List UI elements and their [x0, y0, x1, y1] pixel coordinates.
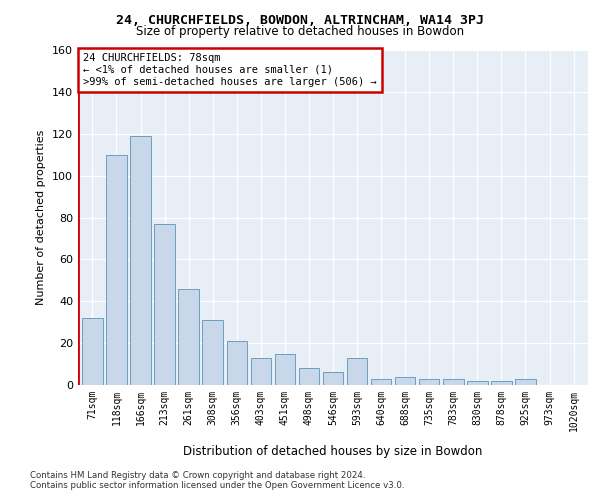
X-axis label: Distribution of detached houses by size in Bowdon: Distribution of detached houses by size … [184, 445, 482, 458]
Bar [395, 376, 415, 385]
Text: 24, CHURCHFIELDS, BOWDON, ALTRINCHAM, WA14 3PJ: 24, CHURCHFIELDS, BOWDON, ALTRINCHAM, WA… [116, 14, 484, 27]
Bar [299, 368, 319, 385]
Bar [491, 381, 512, 385]
Bar [202, 320, 223, 385]
Bar [323, 372, 343, 385]
Text: Contains HM Land Registry data © Crown copyright and database right 2024.
Contai: Contains HM Land Registry data © Crown c… [30, 470, 404, 490]
Bar [515, 378, 536, 385]
Bar [178, 288, 199, 385]
Bar [227, 341, 247, 385]
Bar [251, 358, 271, 385]
Bar [275, 354, 295, 385]
Text: 24 CHURCHFIELDS: 78sqm
← <1% of detached houses are smaller (1)
>99% of semi-det: 24 CHURCHFIELDS: 78sqm ← <1% of detached… [83, 54, 377, 86]
Bar [130, 136, 151, 385]
Text: Size of property relative to detached houses in Bowdon: Size of property relative to detached ho… [136, 25, 464, 38]
Bar [443, 378, 464, 385]
Bar [82, 318, 103, 385]
Bar [154, 224, 175, 385]
Bar [371, 378, 391, 385]
Bar [419, 378, 439, 385]
Y-axis label: Number of detached properties: Number of detached properties [37, 130, 46, 305]
Bar [467, 381, 488, 385]
Bar [347, 358, 367, 385]
Bar [106, 154, 127, 385]
